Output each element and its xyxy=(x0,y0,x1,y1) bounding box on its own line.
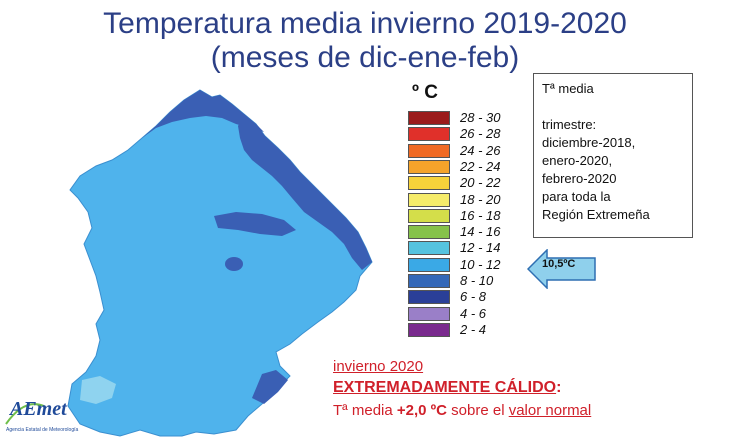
region-8-10-spot xyxy=(225,257,243,271)
legend-label: 2 - 4 xyxy=(460,321,487,337)
info-line-3: diciembre-2018, xyxy=(542,135,636,150)
logo-name: AEmet xyxy=(10,398,67,420)
legend-swatch xyxy=(408,192,450,207)
info-line-2: trimestre: xyxy=(542,117,597,132)
mean-value-arrow-icon xyxy=(527,249,596,289)
anomaly-prefix: Tª media xyxy=(333,402,397,419)
legend-swatch xyxy=(408,127,450,142)
region-8-10-east xyxy=(238,114,372,270)
legend-swatch xyxy=(408,176,450,191)
legend-label: 28 - 30 xyxy=(460,110,501,125)
legend-label: 10 - 12 xyxy=(460,256,501,272)
legend-label: 18 - 20 xyxy=(460,191,501,207)
info-line-7: Región Extremeña xyxy=(542,207,650,222)
region-8-10-north xyxy=(142,90,264,138)
footer-anomaly: Tª media +2,0 ºC sobre el valor normal xyxy=(333,402,591,419)
legend-swatch xyxy=(408,159,450,174)
legend-swatch xyxy=(408,143,450,158)
region-12-14-southwest xyxy=(80,376,116,404)
legend-label: 16 - 18 xyxy=(460,207,501,223)
legend-label: 8 - 10 xyxy=(460,273,494,288)
anomaly-mid: sobre el xyxy=(447,402,509,419)
legend-label: 4 - 6 xyxy=(460,305,487,321)
info-box: Tª media trimestre: diciembre-2018, ener… xyxy=(533,73,693,238)
legend-label: 20 - 22 xyxy=(460,175,501,191)
footer-classification: EXTREMADAMENTE CÁLIDO: xyxy=(333,379,561,397)
info-line-6: para toda la xyxy=(542,189,611,204)
legend-label: 24 - 26 xyxy=(460,142,501,158)
aemet-logo-icon xyxy=(5,403,45,425)
arrow-label: 10,5ºC xyxy=(542,258,576,270)
info-line-1 xyxy=(542,98,684,116)
legend-swatch xyxy=(408,241,450,256)
map-subtitle: (meses de dic-ene-feb) xyxy=(210,41,520,74)
anomaly-normal: valor normal xyxy=(508,402,592,419)
region-8-10-central xyxy=(214,212,296,236)
footer-season: invierno 2020 xyxy=(333,358,424,375)
legend-swatch xyxy=(408,257,450,272)
legend-swatch xyxy=(408,274,450,288)
legend-swatch xyxy=(408,225,450,240)
legend-swatch xyxy=(408,306,450,321)
info-line-4: enero-2020, xyxy=(542,153,613,168)
legend-swatch xyxy=(408,322,450,337)
legend-swatch xyxy=(408,290,450,305)
legend-swatch xyxy=(408,111,450,125)
legend-swatch xyxy=(408,208,450,223)
legend-label: 14 - 16 xyxy=(460,224,501,240)
legend-unit: º C xyxy=(412,82,438,103)
classification-colon: : xyxy=(556,379,562,396)
info-line-5: febrero-2020 xyxy=(542,171,617,186)
legend-label: 22 - 24 xyxy=(460,158,501,174)
info-line-0: Tª media xyxy=(542,81,594,96)
legend-label: 12 - 14 xyxy=(460,240,501,256)
region-8-10-south xyxy=(252,370,288,404)
classification-text: EXTREMADAMENTE CÁLIDO xyxy=(333,379,557,396)
map-title: Temperatura media invierno 2019-2020 xyxy=(103,7,627,40)
logo-subtitle: Agencia Estatal de Meteorología xyxy=(6,427,79,433)
legend-label: 26 - 28 xyxy=(460,126,501,142)
anomaly-value: +2,0 ºC xyxy=(396,402,447,419)
legend-label: 6 - 8 xyxy=(460,289,487,305)
